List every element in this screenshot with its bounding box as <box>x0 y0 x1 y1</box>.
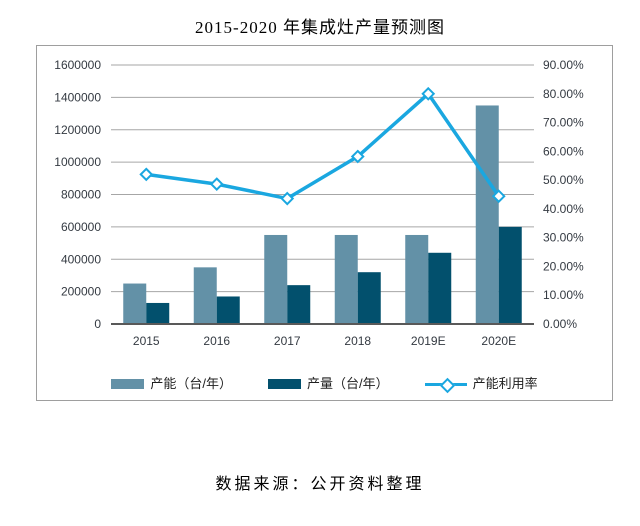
svg-text:2020E: 2020E <box>481 334 516 348</box>
chart-title: 2015-2020 年集成灶产量预测图 <box>195 18 445 37</box>
utilization-line-icon <box>424 377 467 393</box>
legend-item-utilization: 产能利用率 <box>424 376 538 393</box>
svg-text:2019E: 2019E <box>411 334 446 348</box>
svg-text:30.00%: 30.00% <box>543 231 584 245</box>
svg-text:2016: 2016 <box>203 334 230 348</box>
svg-text:0.00%: 0.00% <box>543 317 577 331</box>
svg-text:800000: 800000 <box>61 188 101 202</box>
chart-canvas: 0 200000 400000 600000 800000 1000000 1200000 1… <box>54 58 584 348</box>
legend-item-capacity: 产能（台/年） <box>111 377 232 391</box>
diamond-marker-icon <box>439 377 455 393</box>
svg-text:2017: 2017 <box>274 334 301 348</box>
svg-text:0: 0 <box>94 317 101 331</box>
svg-text:1400000: 1400000 <box>54 90 101 104</box>
chart-legend: 产能（台/年） 产量（台/年） 产能利用率 <box>37 376 612 393</box>
svg-text:600000: 600000 <box>61 220 101 234</box>
svg-text:90.00%: 90.00% <box>543 58 584 72</box>
svg-text:1200000: 1200000 <box>54 123 101 137</box>
svg-text:40.00%: 40.00% <box>543 202 584 216</box>
svg-text:2018: 2018 <box>344 334 371 348</box>
source-note: 数据来源：公开资料整理 <box>215 476 425 493</box>
legend-item-production: 产量（台/年） <box>267 376 389 391</box>
legend-label-utilization: 产能利用率 <box>472 376 538 391</box>
legend-label-capacity: 产能（台/年） <box>150 376 232 391</box>
production-swatch-icon <box>267 379 301 389</box>
svg-text:70.00%: 70.00% <box>543 116 584 130</box>
legend-label-production: 产量（台/年） <box>306 376 389 391</box>
chart-area: 0 200000 400000 600000 800000 1000000 1200000 1… <box>36 45 613 401</box>
svg-text:80.00%: 80.00% <box>543 87 584 101</box>
capacity-swatch-icon <box>111 379 145 389</box>
svg-text:200000: 200000 <box>61 285 101 299</box>
svg-text:60.00%: 60.00% <box>543 144 584 158</box>
svg-text:10.00%: 10.00% <box>543 288 584 302</box>
svg-text:20.00%: 20.00% <box>543 259 584 273</box>
svg-text:1600000: 1600000 <box>54 58 101 72</box>
svg-text:2015: 2015 <box>133 334 160 348</box>
svg-text:400000: 400000 <box>61 252 101 266</box>
svg-text:50.00%: 50.00% <box>543 173 584 187</box>
svg-text:1000000: 1000000 <box>54 155 101 169</box>
